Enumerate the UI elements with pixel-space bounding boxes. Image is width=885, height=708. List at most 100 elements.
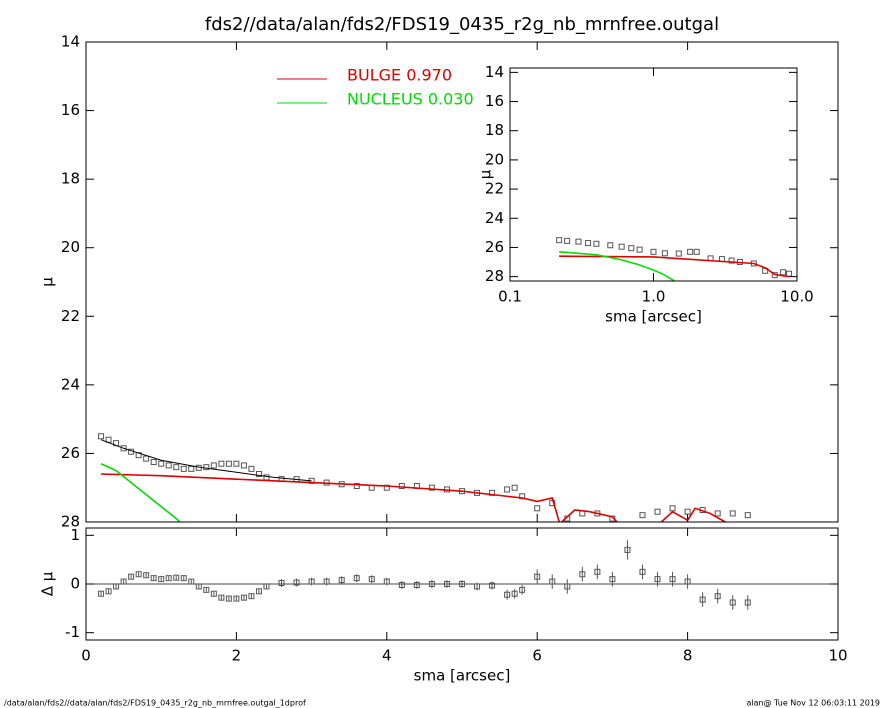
data-point bbox=[120, 578, 127, 585]
model-line bbox=[100, 462, 182, 522]
data-point bbox=[428, 484, 435, 491]
data-point bbox=[225, 595, 232, 602]
data-point bbox=[618, 243, 625, 250]
data-point bbox=[489, 582, 496, 589]
y-tick-label: 28 bbox=[61, 513, 80, 531]
frame bbox=[85, 41, 839, 523]
data-point bbox=[585, 240, 592, 247]
data-point bbox=[744, 599, 751, 606]
data-point bbox=[607, 242, 614, 249]
data-point bbox=[143, 455, 150, 462]
data-point bbox=[150, 575, 157, 582]
model-line bbox=[559, 251, 675, 281]
plot-area bbox=[556, 237, 793, 281]
data-point bbox=[128, 573, 135, 580]
data-point bbox=[158, 460, 165, 467]
y-tick-label: 20 bbox=[485, 150, 504, 168]
data-point bbox=[248, 465, 255, 472]
data-point bbox=[210, 462, 217, 469]
data-point bbox=[165, 575, 172, 582]
data-point bbox=[308, 578, 315, 585]
data-point bbox=[744, 512, 751, 519]
data-point bbox=[98, 433, 105, 440]
data-point bbox=[383, 578, 390, 585]
data-point bbox=[278, 580, 285, 587]
data-point bbox=[173, 464, 180, 471]
data-point bbox=[248, 593, 255, 600]
model-line bbox=[101, 473, 726, 522]
data-point bbox=[593, 240, 600, 247]
x-axis-label: sma [arcsec] bbox=[414, 667, 511, 685]
data-point bbox=[714, 510, 721, 517]
y-tick-label: 1 bbox=[70, 526, 80, 544]
data-point bbox=[628, 245, 635, 252]
data-point bbox=[504, 486, 511, 493]
data-point bbox=[675, 250, 682, 257]
data-point bbox=[636, 246, 643, 253]
data-point bbox=[398, 483, 405, 489]
data-point bbox=[233, 460, 240, 467]
data-point bbox=[105, 588, 112, 595]
model-line bbox=[100, 439, 312, 482]
data-point bbox=[575, 238, 582, 245]
data-point bbox=[650, 248, 657, 255]
data-point bbox=[594, 568, 601, 575]
data-point bbox=[233, 595, 240, 602]
y-tick-label: 26 bbox=[61, 444, 80, 462]
legend-label: BULGE 0.970 bbox=[347, 66, 452, 85]
data-point bbox=[579, 571, 586, 578]
data-point bbox=[786, 270, 793, 277]
data-point bbox=[323, 578, 330, 585]
data-point bbox=[459, 581, 465, 587]
data-point bbox=[564, 583, 571, 590]
data-point bbox=[728, 257, 735, 264]
data-point bbox=[195, 583, 202, 590]
data-point bbox=[98, 590, 105, 597]
y-tick-label: 26 bbox=[485, 238, 504, 256]
data-point bbox=[474, 583, 481, 590]
data-point bbox=[120, 445, 127, 452]
data-point bbox=[240, 594, 247, 601]
data-point bbox=[549, 578, 556, 585]
data-point bbox=[780, 269, 787, 276]
footer-left: /data/alan/fds2//data/alan/fds2/FDS19_04… bbox=[4, 699, 306, 708]
y-tick-label: 28 bbox=[485, 267, 504, 285]
y-tick-label: 18 bbox=[485, 121, 504, 139]
data-point bbox=[255, 471, 262, 477]
legend-label: NUCLEUS 0.030 bbox=[347, 90, 474, 109]
data-point bbox=[639, 568, 646, 575]
data-point bbox=[398, 581, 405, 588]
data-point bbox=[218, 460, 225, 467]
data-point bbox=[210, 590, 217, 597]
data-point bbox=[556, 237, 563, 244]
y-tick-label: 16 bbox=[61, 101, 80, 119]
data-point bbox=[669, 576, 676, 583]
y-tick-label: 24 bbox=[485, 209, 504, 227]
data-point bbox=[624, 546, 631, 553]
y-axis-label: μ bbox=[477, 169, 495, 179]
footer-right: alan@ Tue Nov 12 06:03:11 2019 bbox=[746, 699, 880, 708]
x-axis-label: sma [arcsec] bbox=[605, 308, 702, 326]
data-point bbox=[413, 581, 420, 588]
data-point bbox=[180, 575, 187, 582]
y-tick-label: 18 bbox=[61, 170, 80, 188]
plot-area bbox=[98, 433, 751, 522]
y-axis-label: μ bbox=[39, 277, 57, 287]
x-tick-label: 10.0 bbox=[780, 288, 813, 306]
data-point bbox=[353, 575, 360, 582]
y-tick-label: 20 bbox=[61, 238, 80, 256]
x-tick-label: 10 bbox=[828, 647, 847, 665]
data-point bbox=[699, 596, 706, 603]
data-point bbox=[113, 583, 120, 590]
y-tick-label: 22 bbox=[61, 307, 80, 325]
data-point bbox=[639, 512, 646, 519]
x-tick-label: 2 bbox=[232, 647, 242, 665]
data-point bbox=[180, 465, 187, 472]
x-tick-label: 4 bbox=[382, 647, 392, 665]
y-tick-label: 24 bbox=[61, 375, 80, 393]
data-point bbox=[729, 599, 736, 606]
y-tick-label: -1 bbox=[65, 623, 80, 641]
data-point bbox=[504, 591, 511, 598]
data-point bbox=[511, 484, 518, 491]
data-point bbox=[368, 576, 375, 583]
